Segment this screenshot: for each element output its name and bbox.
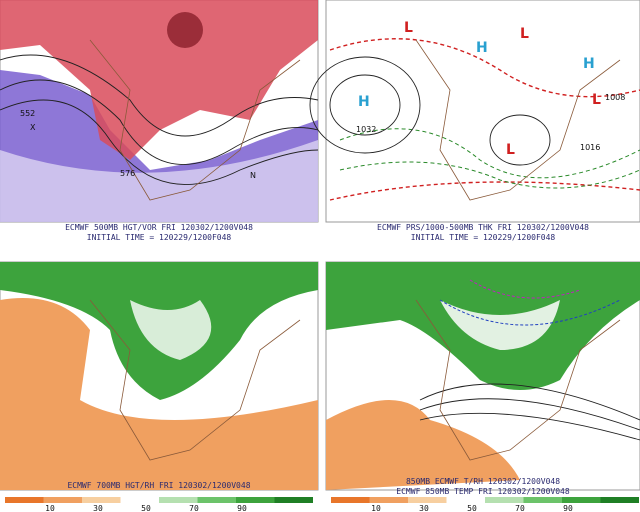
panel-700mb: ECMWF 700MB HGT/RH FRI 120302/1200V048 1… [0, 261, 319, 512]
colorbar-swatch [408, 497, 447, 503]
contour [0, 54, 319, 137]
colorbar-label: 50 [141, 504, 151, 512]
colorbar-label: 70 [515, 504, 525, 512]
caption: ECMWF PRS/1000-500MB THK FRI 120302/1200… [377, 223, 589, 232]
colorbar-label: 30 [93, 504, 103, 512]
colorbar-label: 90 [237, 504, 247, 512]
low-marker: L [404, 20, 413, 36]
map-frame [325, 0, 640, 223]
caption: 850MB ECMWF T/RH 120302/1200V048 [406, 477, 560, 486]
colorbar-label: 90 [563, 504, 573, 512]
caption: ECMWF 500MB HGT/VOR FRI 120302/1200V048 [65, 223, 253, 232]
colorbar-label: 70 [189, 504, 199, 512]
low-marker: L [520, 26, 529, 42]
map-label: N [250, 171, 256, 180]
thickness-line [329, 38, 640, 98]
colorbar-swatch [600, 497, 639, 503]
isotherm-cold [439, 299, 621, 326]
panel-500mb: 552 576 N X ECMWF 500MB HGT/VOR FRI 1203… [0, 0, 319, 242]
thickness-line [339, 161, 640, 189]
shade [0, 140, 318, 222]
caption: INITIAL TIME = 120229/1200F048 [87, 233, 232, 242]
map-label: 1008 [605, 93, 625, 102]
map-label: 552 [20, 109, 35, 118]
colorbar-swatch [120, 497, 159, 503]
low-marker: L [506, 142, 515, 158]
colorbar-swatch [485, 497, 524, 503]
contour [0, 99, 319, 185]
isobar [489, 114, 551, 166]
isotherm [419, 412, 640, 441]
colorbar: 10 30 50 70 90 [331, 497, 639, 512]
vorticity-pos [0, 0, 318, 160]
colorbar-swatch [236, 497, 275, 503]
colorbar-swatch [197, 497, 236, 503]
colorbar-label: 10 [45, 504, 55, 512]
map-label: 1032 [356, 125, 376, 134]
vortex [167, 12, 203, 48]
colorbar-label: 50 [467, 504, 477, 512]
colorbar-swatch [82, 497, 121, 503]
high-marker: H [476, 40, 488, 56]
colorbar-label: 10 [371, 504, 381, 512]
coastline [89, 299, 301, 461]
clear-area [440, 300, 560, 350]
panel-pressure: H H H L L L L 1032 1008 1016 ECMWF PRS/1… [309, 0, 640, 242]
coastline [415, 299, 621, 461]
caption: INITIAL TIME = 120229/1200F048 [411, 233, 556, 242]
thickness-line [329, 181, 640, 201]
colorbar-swatch [523, 497, 562, 503]
dry-area [326, 400, 520, 490]
high-marker: H [358, 94, 370, 110]
colorbar-swatch [43, 497, 82, 503]
colorbar-swatch [274, 497, 313, 503]
isobar [309, 56, 421, 154]
panel-850mb: 850MB ECMWF T/RH 120302/1200V048 ECMWF 8… [325, 261, 640, 512]
isotherm-cold [469, 279, 581, 299]
isobar [329, 74, 401, 136]
map-label: X [30, 123, 36, 132]
coastline [89, 39, 301, 201]
map-label: 1016 [580, 143, 600, 152]
coastline [415, 39, 621, 201]
contour [0, 79, 319, 165]
clear-area [130, 300, 212, 360]
thickness-line [339, 128, 640, 179]
isotherm [419, 383, 640, 421]
map-label: 576 [120, 169, 135, 178]
caption: ECMWF 700MB HGT/RH FRI 120302/1200V048 [67, 481, 250, 490]
colorbar-swatch [446, 497, 485, 503]
colorbar-label: 30 [419, 504, 429, 512]
colorbar-swatch [331, 497, 370, 503]
colorbar-swatch [562, 497, 601, 503]
colorbar-swatch [5, 497, 44, 503]
colorbar-swatch [159, 497, 198, 503]
high-marker: H [583, 56, 595, 72]
colorbar: 10 30 50 70 90 [5, 497, 313, 512]
low-marker: L [592, 92, 601, 108]
dry-area [0, 298, 318, 490]
caption: ECMWF 850MB TEMP FRI 120302/1200V048 [396, 487, 570, 496]
colorbar-swatch [369, 497, 408, 503]
